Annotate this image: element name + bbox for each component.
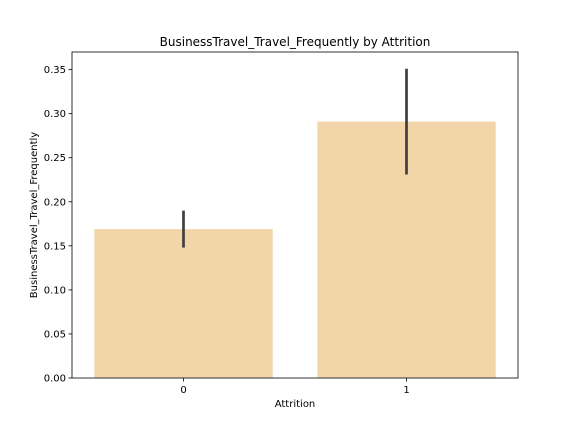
error-bars-layer bbox=[182, 68, 408, 248]
bar-0 bbox=[94, 229, 273, 378]
x-tick-label-0: 0 bbox=[180, 385, 186, 396]
plot-frame bbox=[71, 51, 519, 379]
x-tick-label-1: 1 bbox=[403, 385, 409, 396]
y-axis-ticks: 0.00 0.05 0.10 0.15 0.20 0.25 0.30 0.35 bbox=[44, 65, 72, 385]
y-tick-label-2: 0.10 bbox=[44, 285, 66, 296]
y-tick-label-3: 0.15 bbox=[44, 241, 66, 252]
y-axis-label: BusinessTravel_Travel_Frequently bbox=[29, 132, 40, 298]
y-tick-label-0: 0.00 bbox=[44, 374, 66, 385]
y-tick-label-4: 0.20 bbox=[44, 197, 66, 208]
y-tick-label-5: 0.25 bbox=[44, 153, 66, 164]
y-tick-label-1: 0.05 bbox=[44, 329, 66, 340]
y-tick-label-6: 0.30 bbox=[44, 109, 66, 120]
chart-title: BusinessTravel_Travel_Frequently by Attr… bbox=[160, 35, 431, 49]
y-tick-label-7: 0.35 bbox=[44, 65, 66, 76]
x-axis-label: Attrition bbox=[275, 399, 316, 410]
